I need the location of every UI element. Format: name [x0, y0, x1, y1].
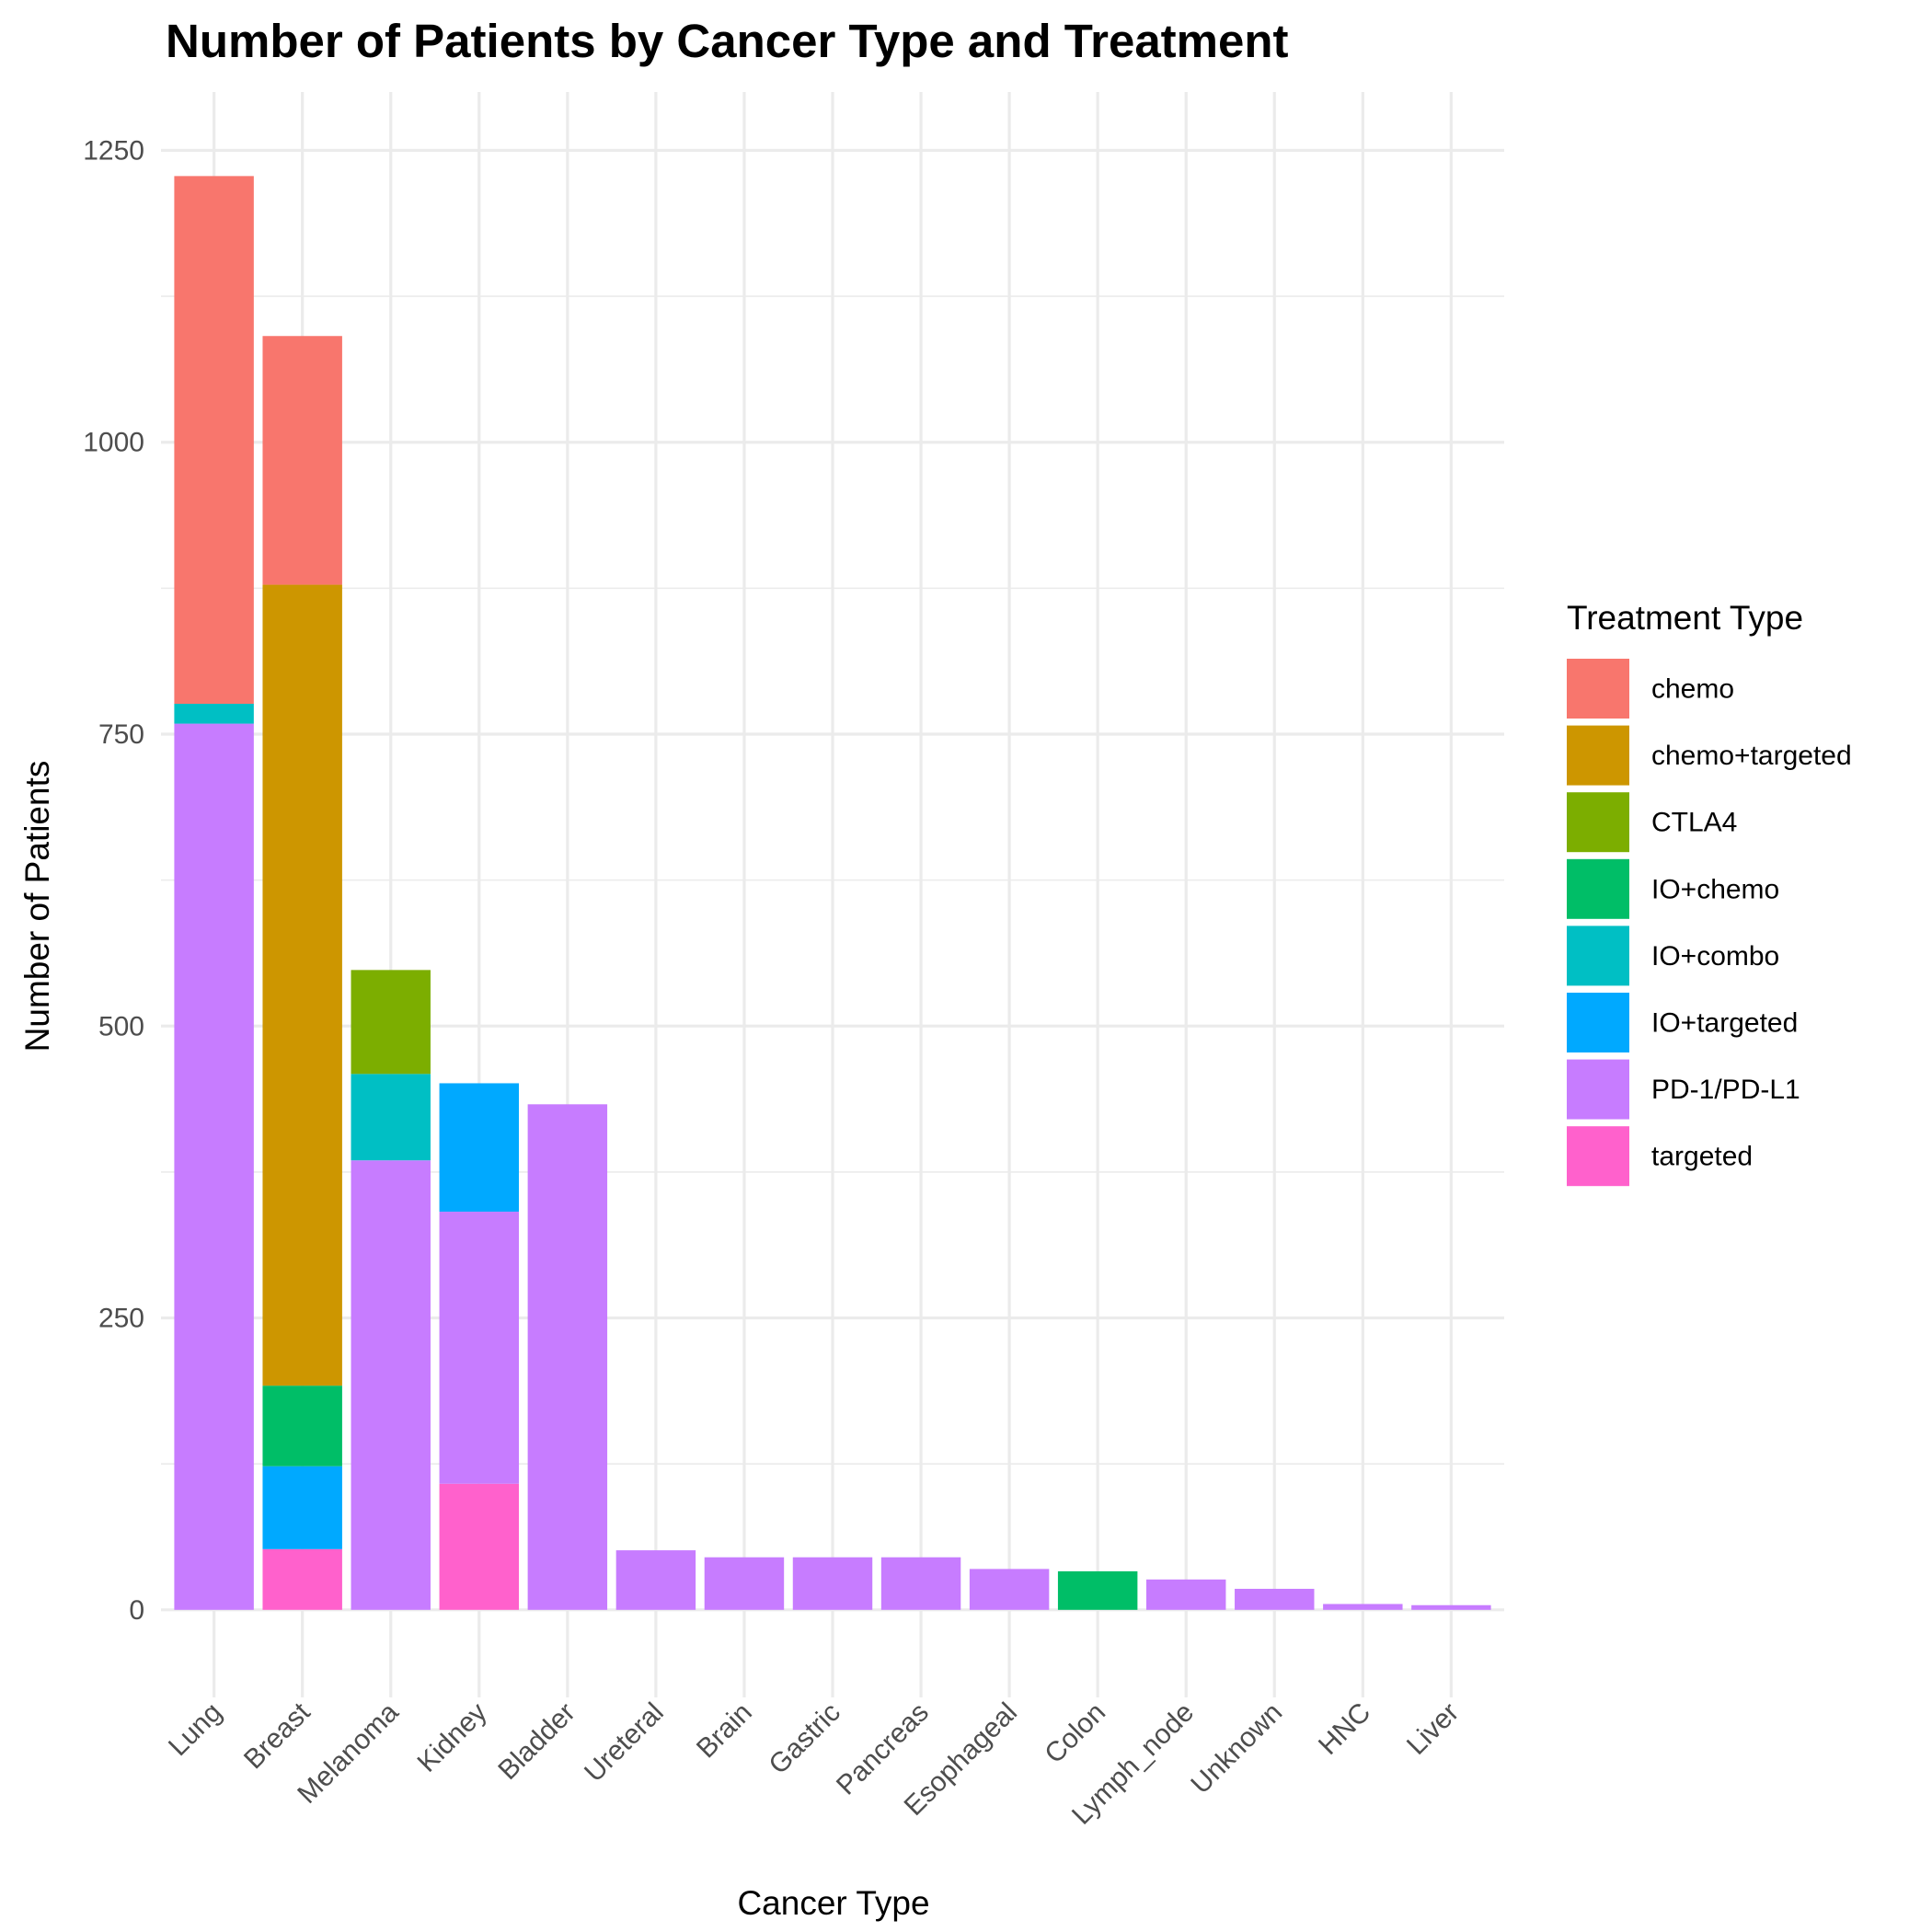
- bar-segment: [1323, 1604, 1403, 1610]
- bar-segment: [704, 1557, 785, 1610]
- legend-label: PD-1/PD-L1: [1651, 1075, 1800, 1105]
- bars: [174, 176, 1491, 1610]
- x-tick-label: Colon: [1039, 1697, 1111, 1770]
- bar-segment: [351, 970, 431, 1075]
- legend-key: [1567, 1059, 1629, 1120]
- bar-segment: [1145, 1579, 1226, 1610]
- bar-segment: [1411, 1604, 1491, 1610]
- legend-key: [1567, 926, 1629, 986]
- bar-segment: [792, 1557, 873, 1610]
- bar-segment: [174, 723, 254, 1610]
- x-tick-label: Unknown: [1185, 1697, 1288, 1800]
- bar-segment: [262, 1386, 342, 1466]
- x-tick-label: Bladder: [492, 1697, 581, 1786]
- x-tick-label: HNC: [1313, 1697, 1376, 1761]
- legend-label: chemo+targeted: [1651, 741, 1852, 771]
- legend-label: IO+combo: [1651, 941, 1779, 972]
- bar-segment: [615, 1550, 696, 1610]
- legend-label: targeted: [1651, 1142, 1753, 1172]
- y-tick-label: 0: [129, 1595, 144, 1626]
- bar-segment: [262, 1548, 342, 1610]
- y-tick-label: 1250: [83, 135, 144, 166]
- bar-segment: [969, 1569, 1050, 1610]
- y-tick-label: 250: [98, 1304, 144, 1334]
- bar-segment: [262, 1466, 342, 1549]
- bar-segment: [1235, 1588, 1315, 1610]
- y-tick-label: 750: [98, 719, 144, 750]
- bar-segment: [880, 1557, 961, 1610]
- x-tick-label: Gastric: [763, 1697, 846, 1781]
- bar-segment: [439, 1212, 520, 1484]
- x-tick-label: Brain: [691, 1697, 758, 1765]
- bar-segment: [439, 1083, 520, 1213]
- legend-label: IO+targeted: [1651, 1008, 1798, 1039]
- legend-key: [1567, 1126, 1629, 1187]
- bar-segment: [262, 336, 342, 585]
- bar-segment: [174, 176, 254, 705]
- y-tick-label: 500: [98, 1011, 144, 1041]
- x-tick-label: Breast: [238, 1696, 316, 1775]
- bar-segment: [262, 584, 342, 1386]
- legend-title: Treatment Type: [1567, 599, 1803, 637]
- legend-key: [1567, 858, 1629, 919]
- chart-title: Number of Patients by Cancer Type and Tr…: [166, 15, 1289, 67]
- bar-segment: [1057, 1570, 1138, 1610]
- x-tick-label: Lung: [163, 1697, 228, 1763]
- y-tick-label: 1000: [83, 428, 144, 458]
- legend-key: [1567, 659, 1629, 719]
- x-tick-label: Ureteral: [579, 1697, 670, 1788]
- legend-key: [1567, 792, 1629, 853]
- bar-segment: [351, 1074, 431, 1161]
- legend-label: CTLA4: [1651, 808, 1737, 838]
- x-tick-label: Liver: [1401, 1697, 1465, 1761]
- y-axis-ticks: 0 250 500 750 1000 1250: [83, 135, 144, 1625]
- bar-segment: [174, 704, 254, 724]
- legend-label: IO+chemo: [1651, 874, 1779, 904]
- legend-label: chemo: [1651, 674, 1734, 705]
- x-tick-label: Kidney: [412, 1697, 493, 1778]
- bar-segment: [439, 1483, 520, 1610]
- bar-segment: [351, 1160, 431, 1610]
- legend-key: [1567, 993, 1629, 1052]
- bar-segment: [527, 1104, 608, 1610]
- legend-key: [1567, 725, 1629, 786]
- y-axis-title: Number of Patients: [18, 761, 56, 1052]
- x-axis-title: Cancer Type: [737, 1884, 929, 1922]
- legend: Treatment Type chemo chemo+targeted CTLA4 I…: [1567, 599, 1852, 1187]
